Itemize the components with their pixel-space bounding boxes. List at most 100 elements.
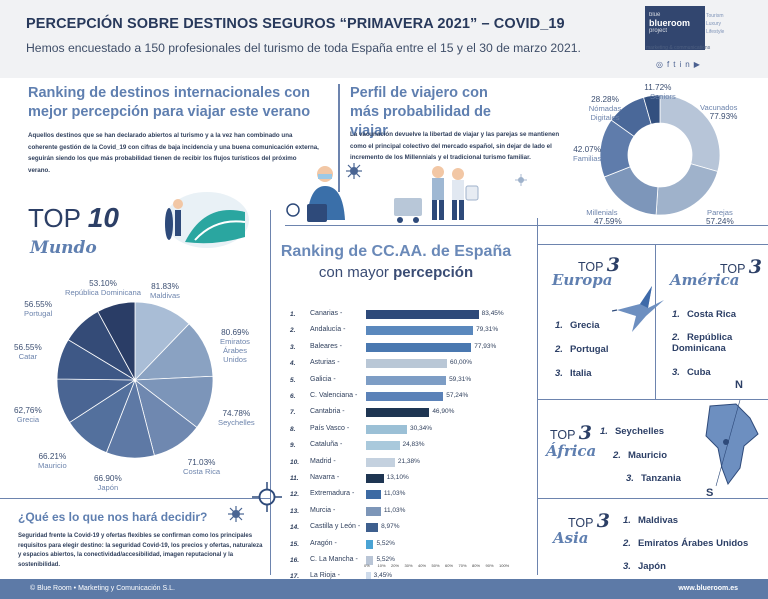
divider-vertical-left: [270, 210, 271, 575]
ranking-int-body: Aquellos destinos que se han declarado a…: [28, 132, 319, 174]
europa-item: 2. Portugal: [555, 344, 608, 355]
x-tick-label: 10%: [377, 563, 386, 568]
instagram-icon[interactable]: ◎: [656, 60, 667, 69]
bar-rank: 2.: [290, 327, 296, 335]
name: Seniors: [650, 92, 676, 101]
pct: 81.83%: [151, 282, 179, 291]
name: Japón: [637, 561, 666, 572]
name: Portugal: [24, 309, 53, 318]
ranking-int-title: Ranking de destinos internacionales con …: [28, 85, 311, 120]
bar-category-label: Baleares -: [310, 342, 342, 350]
africa-item: 3. Tanzania: [626, 473, 681, 484]
name: Vacunados: [700, 103, 738, 112]
bar-rank: 15.: [290, 540, 300, 548]
name: Emiratos Árabes Unidos: [220, 337, 250, 364]
rank: 2.: [613, 450, 621, 461]
rank: 3.: [672, 367, 680, 378]
bar: [366, 539, 374, 549]
bar-value-label: 79,31%: [476, 326, 499, 334]
bar-value-label: 11,03%: [383, 506, 406, 514]
twitter-icon[interactable]: t: [673, 60, 680, 69]
africa-item: 2. Mauricio: [613, 450, 667, 461]
bar-category-label: Asturias -: [310, 359, 340, 367]
rank: 1.: [672, 309, 680, 320]
linkedin-icon[interactable]: in: [679, 60, 694, 69]
bar-value-label: 21,38%: [397, 457, 420, 465]
x-tick-label: 30%: [404, 563, 413, 568]
bar: [366, 342, 472, 352]
name: República Dominicana: [65, 288, 141, 297]
label-vacunados: Vacunados 77.93%: [700, 103, 737, 121]
virus-icon: [252, 482, 282, 512]
name: Costa Rica: [686, 309, 737, 320]
bar-rank: 6.: [290, 393, 296, 400]
pie-label-mauricio: 66.21% Mauricio: [38, 452, 67, 470]
facebook-icon[interactable]: f: [666, 60, 674, 69]
top10-pie-chart: [56, 301, 214, 459]
top-label: TOP: [720, 262, 746, 276]
bar-rank: 5.: [290, 376, 296, 384]
bar-rank: 16.: [290, 557, 300, 564]
divider-vertical-right: [537, 218, 538, 575]
africa-region: África: [546, 442, 597, 460]
bar-category-label: Castilla y León -: [310, 523, 361, 531]
bar-value-label: 46,90%: [432, 408, 455, 416]
bar: [366, 359, 447, 369]
pie-label-rdominicana: 53.10% República Dominicana: [65, 279, 141, 297]
bar-rank: 4.: [290, 360, 296, 368]
top-number: 3: [606, 254, 620, 276]
bar: [366, 506, 381, 516]
bar-rank: 11.: [290, 475, 299, 482]
rank: 2.: [672, 332, 680, 343]
bar-value-label: 57,24%: [446, 392, 469, 399]
youtube-icon[interactable]: ▶: [693, 60, 704, 69]
bar-category-label: Aragón -: [310, 539, 337, 547]
bar-rank: 1.: [290, 311, 296, 318]
logo-subtitle: marketing & communications: [646, 45, 711, 51]
hummingbird-illustration: [612, 286, 664, 332]
pct: 47.59%: [594, 217, 622, 226]
america-top-heading: TOP 3: [720, 256, 762, 278]
blueroom-logo[interactable]: blue blueroom project: [645, 6, 705, 50]
asia-region: Asia: [553, 529, 589, 547]
rank: 2.: [555, 344, 563, 355]
bar-value-label: 5,52%: [376, 556, 395, 563]
top10-pie-slice-emiratos-rabes-unidos: [134, 323, 214, 381]
x-tick-label: 100%: [499, 563, 510, 568]
x-tick-label: 40%: [418, 563, 427, 568]
footer: © Blue Room • Marketing y Comunicación S…: [0, 579, 768, 599]
bar-category-label: Navarra -: [310, 474, 340, 481]
ccaa-sub-bold: percepción: [393, 264, 474, 281]
top-label: TOP: [28, 203, 81, 233]
bar-category-label: Canarias -: [310, 310, 343, 317]
europa-top-heading: TOP 3: [578, 254, 620, 276]
bar: [366, 326, 474, 336]
footer-copyright: © Blue Room • Marketing y Comunicación S…: [30, 585, 175, 592]
compass-north: N: [735, 379, 743, 391]
bar: [366, 474, 384, 483]
bar: [366, 523, 379, 533]
america-region: América: [670, 271, 740, 289]
header-band: [0, 0, 768, 78]
bar-value-label: 30,34%: [409, 424, 432, 432]
pie-label-japon: 66.90% Japón: [94, 474, 122, 492]
top-number: 3: [748, 256, 762, 278]
america-item: 3. Cuba: [672, 367, 711, 378]
label-parejas: Parejas 57.24%: [706, 208, 734, 226]
logo-tag: Luxury: [706, 21, 722, 27]
compass-south: S: [706, 487, 714, 499]
pct: 71.03%: [187, 458, 216, 467]
perfil-title: Perfil de viajero con más probabilidad d…: [350, 85, 491, 139]
footer-website-link[interactable]: www.blueroom.es: [678, 585, 738, 592]
logo-tag: Lifestyle: [706, 29, 725, 35]
divider-v-america: [655, 244, 656, 399]
top10-pie-slice-rep-blica-dominicana: [97, 301, 136, 381]
rank: 3.: [626, 473, 634, 484]
pie-label-grecia: 62,76% Grecia: [14, 406, 42, 424]
top10-heading: TOP 10: [28, 202, 119, 234]
name: Emiratos Árabes Unidos: [637, 538, 749, 549]
virus-icon: [515, 174, 527, 186]
top-label: TOP: [568, 516, 594, 530]
bar-rank: 12.: [290, 491, 300, 499]
label-nomadas: 28.28% Nómadas Digitales: [580, 95, 630, 122]
